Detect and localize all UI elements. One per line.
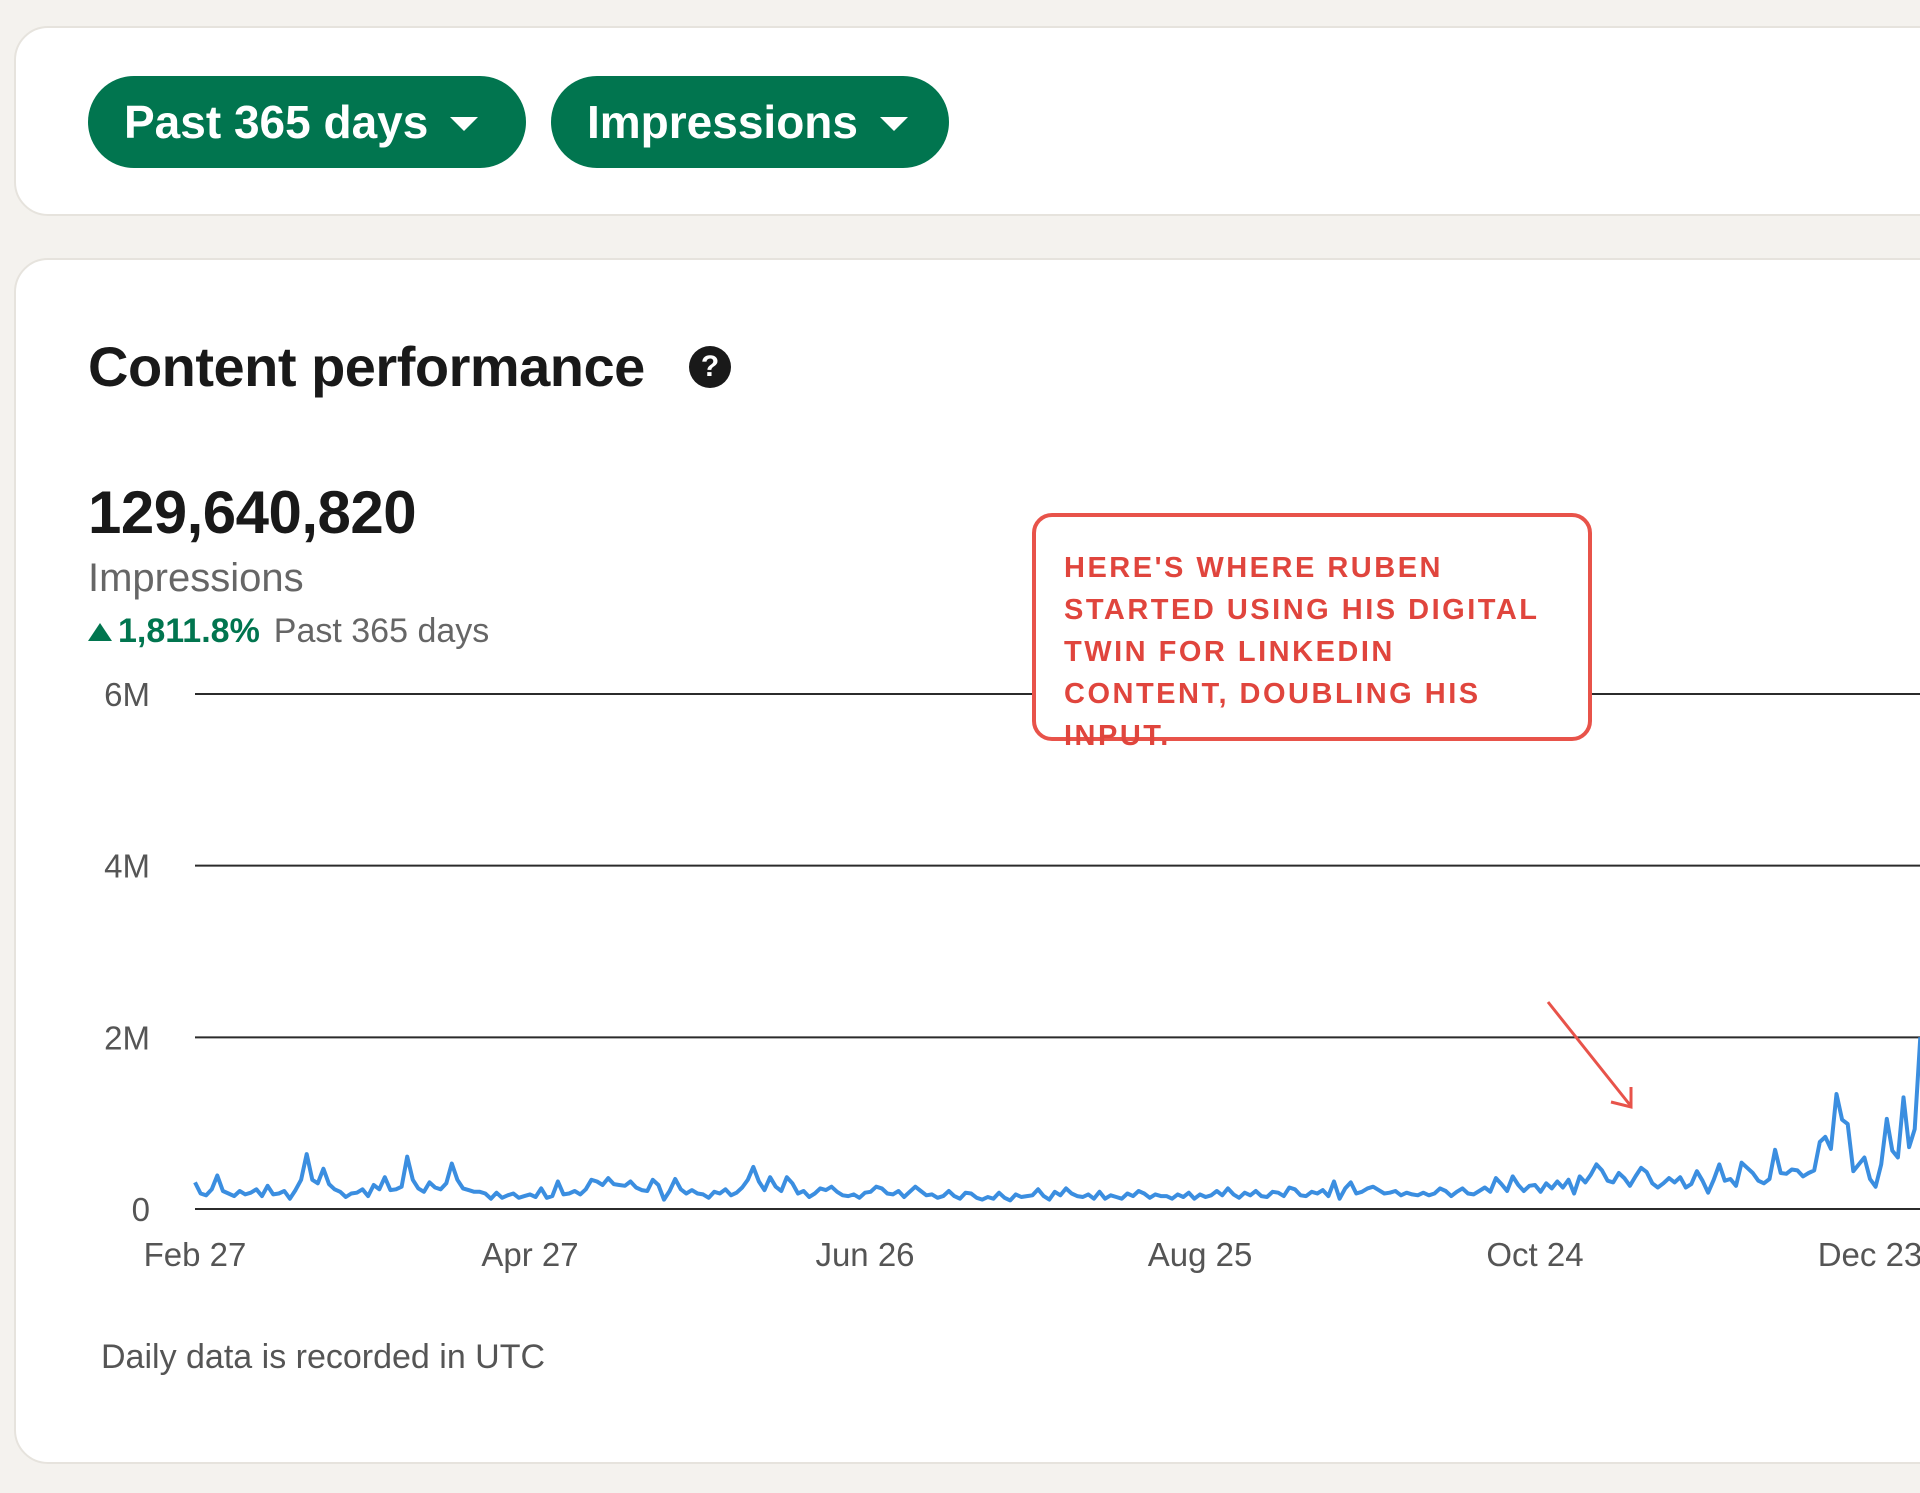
change-period-label: Past 365 days — [273, 612, 490, 650]
chart-series-layer — [193, 1037, 1920, 1203]
x-tick-label: Feb 27 — [144, 1236, 247, 1273]
x-tick-label: Dec 23 — [1818, 1236, 1920, 1273]
x-axis-ticks: Feb 27 Apr 27 Jun 26 Aug 25 Oct 24 Dec 23 — [144, 1236, 1920, 1273]
y-tick-label: 6M — [104, 676, 150, 713]
x-tick-label: Aug 25 — [1148, 1236, 1253, 1273]
impressions-series-line — [193, 1037, 1920, 1203]
arrow-shaft — [1546, 1001, 1632, 1106]
date-range-dropdown[interactable]: Past 365 days — [88, 76, 526, 168]
x-tick-label: Jun 26 — [815, 1236, 914, 1273]
metric-dropdown[interactable]: Impressions — [551, 76, 949, 168]
question-circle-icon[interactable]: ? — [689, 346, 731, 388]
change-percentage: 1,811.8% — [118, 612, 260, 650]
metric-dropdown-label: Impressions — [587, 96, 858, 148]
annotation-callout: HERE'S WHERE RUBEN STARTED USING HIS DIG… — [1032, 513, 1592, 752]
change-summary: 1,811.8% Past 365 days — [88, 612, 489, 651]
x-tick-label: Apr 27 — [481, 1236, 578, 1273]
utc-footnote: Daily data is recorded in UTC — [101, 1338, 546, 1376]
x-tick-label: Oct 24 — [1486, 1236, 1583, 1273]
annotation-arrow — [1546, 1001, 1633, 1109]
y-tick-label: 2M — [104, 1019, 150, 1056]
metric-name-label: Impressions — [88, 556, 304, 600]
filter-bar: Past 365 days Impressions — [14, 26, 1920, 216]
caret-down-icon — [450, 117, 479, 131]
triangle-up-icon — [88, 622, 112, 641]
arrow-head — [1610, 1087, 1633, 1109]
y-axis-ticks: 0 2M 4M 6M — [104, 676, 150, 1228]
section-title: Content performance — [88, 335, 645, 398]
date-range-label: Past 365 days — [124, 96, 429, 148]
caret-down-icon — [880, 117, 908, 131]
total-impressions-value: 129,640,820 — [88, 479, 417, 546]
chart-gridlines — [195, 693, 1920, 1210]
y-tick-label: 0 — [132, 1191, 150, 1228]
content-performance-card: Content performance ? 129,640,820 Impres… — [14, 258, 1920, 1464]
y-tick-label: 4M — [104, 848, 150, 885]
